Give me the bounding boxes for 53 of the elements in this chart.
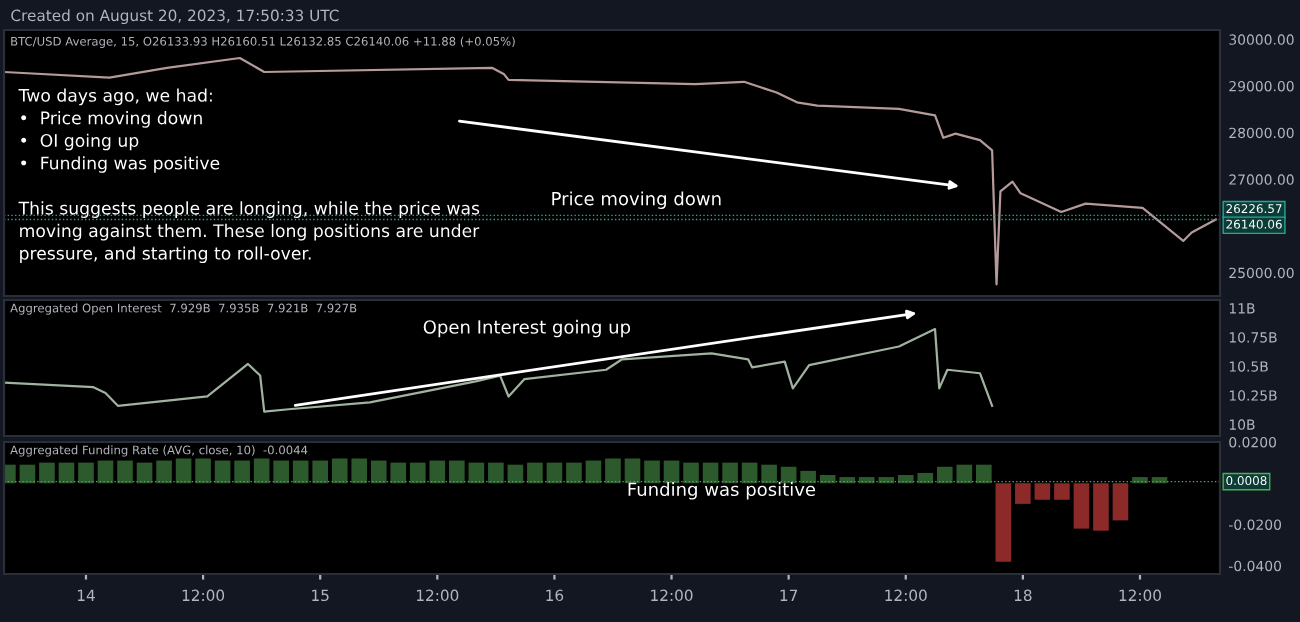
bar [995,483,1012,562]
bar [253,458,270,484]
bar [409,462,426,484]
bar [722,462,738,484]
bar [1073,483,1090,529]
bar [936,466,953,484]
bar [663,460,680,484]
bar [312,460,329,484]
bar [644,460,660,484]
bar [956,464,973,484]
bar [1054,483,1070,500]
bar [976,464,992,484]
bar [19,464,36,484]
bar [683,462,699,484]
bar [566,462,582,484]
bar [58,462,75,484]
bar [1112,483,1129,521]
bar [273,460,289,484]
bar [214,460,231,484]
bar [234,460,250,484]
bar [527,462,543,484]
bar [1132,477,1148,484]
bar [1015,483,1031,504]
bar [449,460,465,484]
bar [546,462,563,484]
bar [488,462,504,484]
line-series [4,56,1217,286]
annotation: Open Interest going up [423,319,631,338]
annotation: Funding was positive [628,482,816,500]
bar [117,460,133,484]
bar [39,462,55,484]
bar [507,464,524,484]
bar [97,460,114,484]
bar [605,458,621,484]
bar [175,458,192,484]
bar [800,470,816,484]
bar [429,460,446,484]
bar [136,462,153,484]
bar [624,458,641,484]
bar [468,462,485,484]
bar [761,464,777,484]
bar [702,462,719,484]
bar [780,466,797,484]
bar [741,462,758,484]
bar [292,460,309,484]
bar [585,460,602,484]
bar [1034,483,1051,500]
bar [195,458,211,484]
bar [1093,483,1109,531]
bar [156,460,172,484]
bar [78,462,94,484]
annotation: Price moving down [552,191,721,209]
text: Two days ago, we had: • Price moving down • OI going up • Funding was positive This suggests people are longing, while the price was moving against them. These long positions are under pressure, and starting to roll-over. [18,88,480,264]
